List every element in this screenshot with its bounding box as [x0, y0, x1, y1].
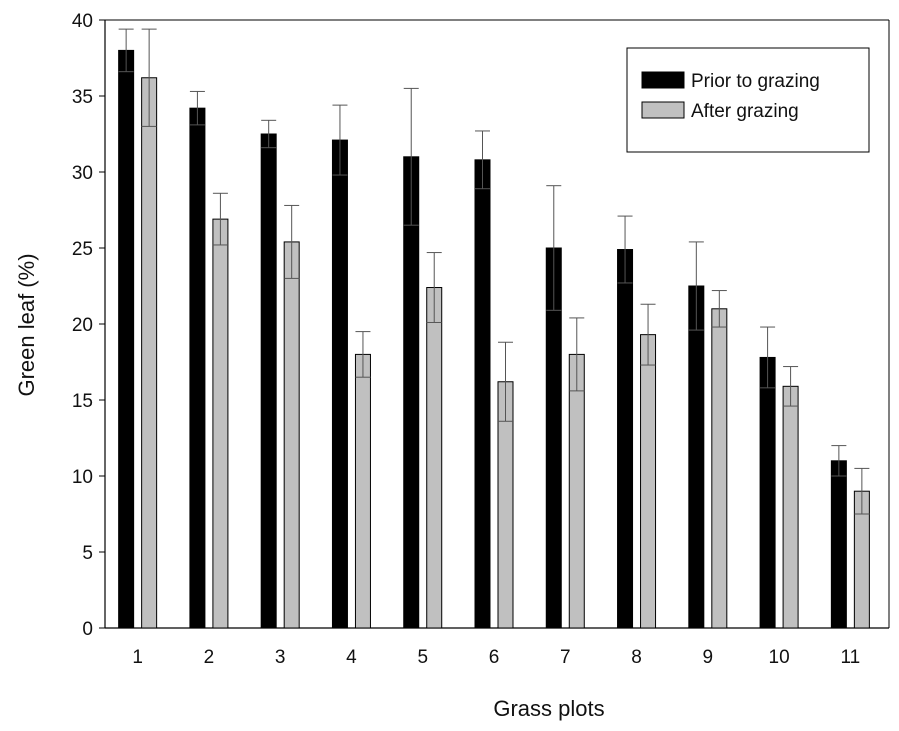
legend-label: After grazing [691, 101, 799, 122]
labels-layer: Grass plots Green leaf (%) [14, 253, 605, 721]
legend-swatch [641, 71, 685, 89]
legend-box [626, 47, 870, 153]
y-tick-label: 35 [72, 87, 93, 108]
x-tick-label: 3 [275, 647, 286, 668]
x-tick-label: 10 [769, 647, 790, 668]
bar-after [212, 218, 229, 629]
bar-prior [688, 285, 705, 629]
bar-after [283, 241, 300, 629]
x-tick-label: 1 [132, 647, 143, 668]
x-tick-label: 2 [204, 647, 215, 668]
legend-swatch [641, 101, 685, 119]
x-tick-label: 9 [703, 647, 714, 668]
legend-label: Prior to grazing [691, 71, 820, 92]
y-tick-label: 40 [72, 11, 93, 32]
y-tick-label: 30 [72, 163, 93, 184]
y-axis-title: Green leaf (%) [14, 253, 39, 396]
bar-prior [118, 49, 135, 629]
bar-prior [830, 460, 847, 629]
bar-after [141, 77, 158, 629]
y-tick-label: 25 [72, 239, 93, 260]
bar-prior [260, 133, 277, 629]
bar-prior [617, 249, 634, 629]
x-axis-title: Grass plots [493, 696, 604, 721]
bars-layer [118, 28, 870, 629]
axes-layer: 0 5 10 15 20 25 30 35 40 1 2 3 4 5 6 7 8 9 10 11 [72, 11, 890, 668]
x-tick-label: 7 [560, 647, 571, 668]
bar-after [782, 385, 799, 629]
bar-after [426, 287, 443, 629]
bar-after [354, 353, 371, 629]
x-tick-label: 4 [346, 647, 357, 668]
bar-prior [331, 139, 348, 629]
bar-prior [189, 107, 206, 629]
bar-prior [759, 356, 776, 629]
bar-prior [403, 156, 420, 629]
y-tick-label: 10 [72, 467, 93, 488]
y-tick-label: 20 [72, 315, 93, 336]
bar-after [640, 334, 657, 629]
bar-after [568, 353, 585, 629]
x-tick-label: 6 [489, 647, 500, 668]
y-tick-label: 5 [82, 543, 93, 564]
x-tick-label: 5 [417, 647, 428, 668]
bar-after [711, 308, 728, 629]
x-tick-label: 8 [631, 647, 642, 668]
bar-prior [474, 159, 491, 629]
y-tick-label: 15 [72, 391, 93, 412]
x-tick-label: 11 [840, 647, 860, 668]
y-tick-label: 0 [82, 619, 93, 640]
legend: Prior to grazing After grazing [626, 47, 870, 153]
